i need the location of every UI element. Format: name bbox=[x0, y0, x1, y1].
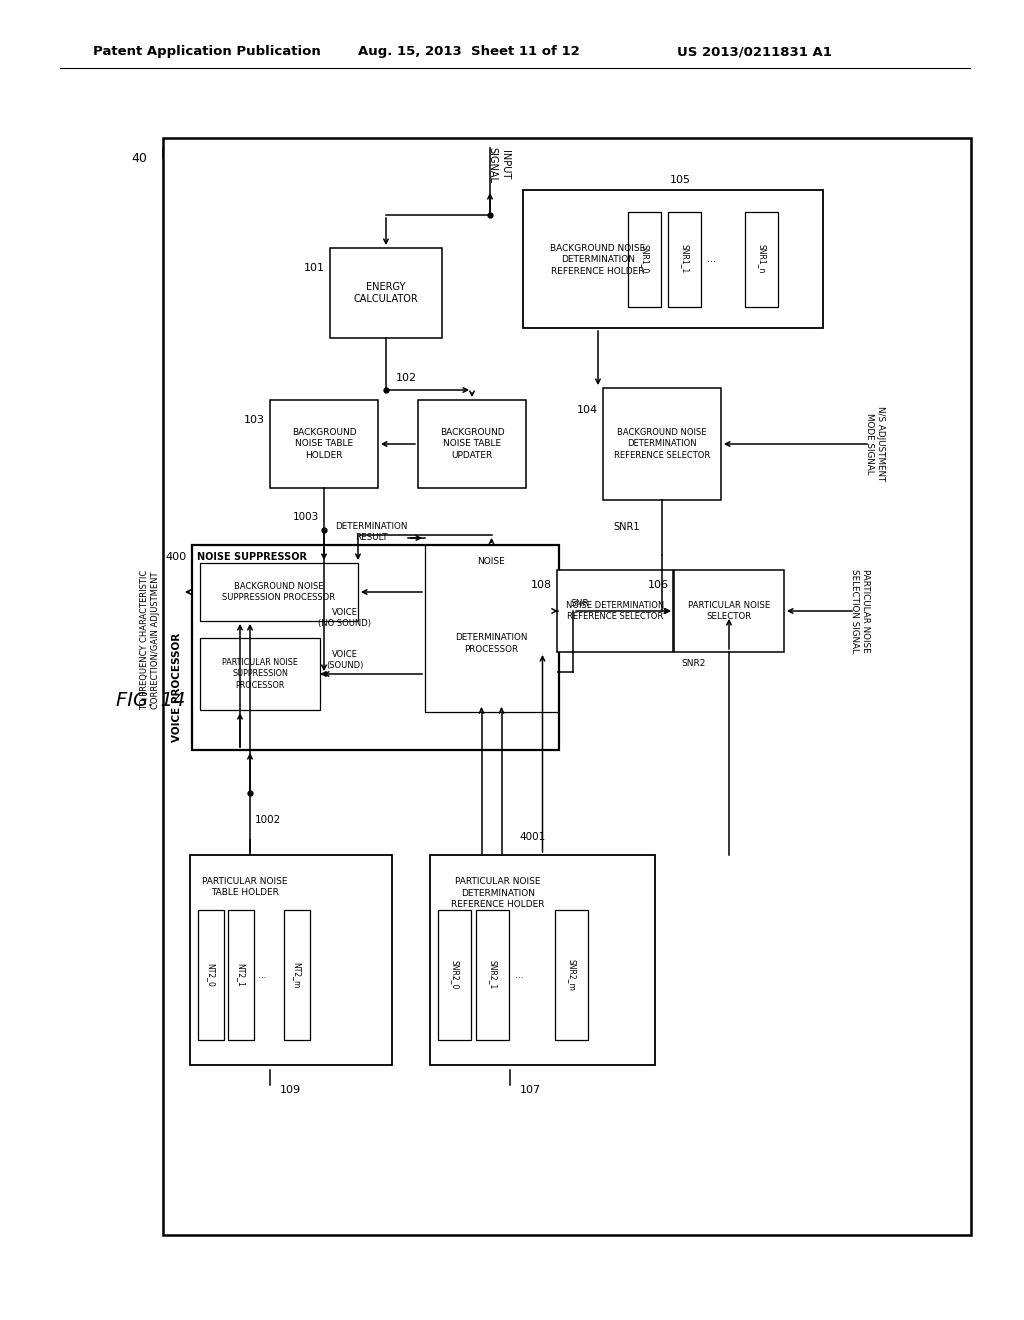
Text: SNR1_1: SNR1_1 bbox=[680, 244, 689, 273]
Text: SNR1: SNR1 bbox=[613, 523, 640, 532]
Text: NOISE DETERMINATION
REFERENCE SELECTOR: NOISE DETERMINATION REFERENCE SELECTOR bbox=[566, 601, 665, 620]
Text: ...: ... bbox=[708, 253, 717, 264]
Text: NOISE: NOISE bbox=[477, 557, 506, 565]
Text: 1003: 1003 bbox=[293, 511, 319, 521]
Text: SNR2_1: SNR2_1 bbox=[488, 961, 497, 990]
Text: SNR1_0: SNR1_0 bbox=[640, 244, 649, 273]
Bar bbox=[523, 190, 823, 327]
Text: Patent Application Publication: Patent Application Publication bbox=[93, 45, 321, 58]
Text: PARTICULAR NOISE
SUPPRESSION
PROCESSOR: PARTICULAR NOISE SUPPRESSION PROCESSOR bbox=[222, 659, 298, 689]
Text: 101: 101 bbox=[304, 263, 325, 273]
Bar bbox=[330, 248, 442, 338]
Text: SNR2_0: SNR2_0 bbox=[450, 961, 459, 990]
Text: Aug. 15, 2013  Sheet 11 of 12: Aug. 15, 2013 Sheet 11 of 12 bbox=[358, 45, 580, 58]
Text: SNR2: SNR2 bbox=[681, 660, 706, 668]
Text: 40: 40 bbox=[131, 152, 147, 165]
Text: NT2_1: NT2_1 bbox=[237, 964, 246, 987]
Text: BACKGROUND
NOISE TABLE
UPDATER: BACKGROUND NOISE TABLE UPDATER bbox=[439, 429, 504, 459]
Bar bbox=[603, 388, 721, 500]
Bar bbox=[190, 855, 392, 1065]
Text: PARTICULAR NOISE
SELECTION SIGNAL: PARTICULAR NOISE SELECTION SIGNAL bbox=[850, 569, 870, 653]
Text: DETERMINATION
RESULT: DETERMINATION RESULT bbox=[336, 521, 408, 543]
Text: 400: 400 bbox=[166, 552, 187, 562]
Text: ENERGY
CALCULATOR: ENERGY CALCULATOR bbox=[353, 281, 419, 304]
Bar bbox=[163, 139, 971, 1236]
Bar bbox=[555, 909, 588, 1040]
Bar bbox=[628, 211, 662, 306]
Text: 102: 102 bbox=[396, 374, 417, 383]
Bar bbox=[198, 909, 224, 1040]
Text: 104: 104 bbox=[577, 405, 598, 414]
Text: 103: 103 bbox=[244, 414, 265, 425]
Bar bbox=[476, 909, 509, 1040]
Bar bbox=[284, 909, 310, 1040]
Bar bbox=[193, 545, 559, 750]
Bar bbox=[674, 570, 784, 652]
Text: FIG. 14: FIG. 14 bbox=[116, 690, 185, 710]
Text: 4001: 4001 bbox=[519, 832, 546, 842]
Text: VOICE
(NO SOUND): VOICE (NO SOUND) bbox=[318, 609, 372, 628]
Bar bbox=[430, 855, 655, 1065]
Text: SNR2_m: SNR2_m bbox=[567, 960, 575, 991]
Text: BACKGROUND NOISE
DETERMINATION
REFERENCE HOLDER: BACKGROUND NOISE DETERMINATION REFERENCE… bbox=[550, 244, 645, 276]
Text: 107: 107 bbox=[520, 1085, 541, 1096]
Text: TO FREQUENCY CHARACTERISTIC
CORRECTION/GAIN ADJUSTMENT: TO FREQUENCY CHARACTERISTIC CORRECTION/G… bbox=[140, 570, 160, 710]
Text: BACKGROUND
NOISE TABLE
HOLDER: BACKGROUND NOISE TABLE HOLDER bbox=[292, 429, 356, 459]
Text: 105: 105 bbox=[670, 176, 690, 185]
Bar bbox=[557, 570, 673, 652]
Bar bbox=[418, 400, 526, 488]
Text: VOICE PROCESSOR: VOICE PROCESSOR bbox=[172, 632, 182, 742]
Bar bbox=[425, 545, 558, 711]
Text: 108: 108 bbox=[530, 579, 552, 590]
Text: NOISE SUPPRESSOR: NOISE SUPPRESSOR bbox=[197, 552, 307, 562]
Text: 1002: 1002 bbox=[255, 814, 282, 825]
Text: BACKGROUND NOISE
SUPPRESSION PROCESSOR: BACKGROUND NOISE SUPPRESSION PROCESSOR bbox=[222, 582, 336, 602]
Text: NT2_m: NT2_m bbox=[293, 962, 301, 989]
Text: PARTICULAR NOISE
DETERMINATION
REFERENCE HOLDER: PARTICULAR NOISE DETERMINATION REFERENCE… bbox=[452, 878, 545, 908]
Text: ...: ... bbox=[258, 970, 266, 979]
Text: BACKGROUND NOISE
DETERMINATION
REFERENCE SELECTOR: BACKGROUND NOISE DETERMINATION REFERENCE… bbox=[613, 429, 710, 459]
Bar bbox=[228, 909, 254, 1040]
Bar bbox=[668, 211, 701, 306]
Text: NT2_0: NT2_0 bbox=[207, 964, 215, 987]
Bar bbox=[438, 909, 471, 1040]
Text: INPUT
SIGNAL: INPUT SIGNAL bbox=[487, 147, 510, 183]
Text: VOICE
(SOUND): VOICE (SOUND) bbox=[327, 649, 364, 671]
Text: 106: 106 bbox=[648, 579, 669, 590]
Text: ...: ... bbox=[515, 970, 523, 979]
Text: US 2013/0211831 A1: US 2013/0211831 A1 bbox=[677, 45, 831, 58]
Text: N/S ADJUSTMENT
MODE SIGNAL: N/S ADJUSTMENT MODE SIGNAL bbox=[865, 407, 885, 482]
Bar bbox=[200, 564, 358, 620]
Text: DETERMINATION
PROCESSOR: DETERMINATION PROCESSOR bbox=[456, 634, 527, 653]
Bar bbox=[200, 638, 319, 710]
Bar bbox=[270, 400, 378, 488]
Text: PARTICULAR NOISE
SELECTOR: PARTICULAR NOISE SELECTOR bbox=[688, 601, 770, 620]
Text: SNR1_n: SNR1_n bbox=[757, 244, 766, 273]
Text: SNR: SNR bbox=[570, 598, 589, 607]
Text: PARTICULAR NOISE
TABLE HOLDER: PARTICULAR NOISE TABLE HOLDER bbox=[203, 876, 288, 898]
Bar bbox=[745, 211, 778, 306]
Text: 109: 109 bbox=[280, 1085, 301, 1096]
